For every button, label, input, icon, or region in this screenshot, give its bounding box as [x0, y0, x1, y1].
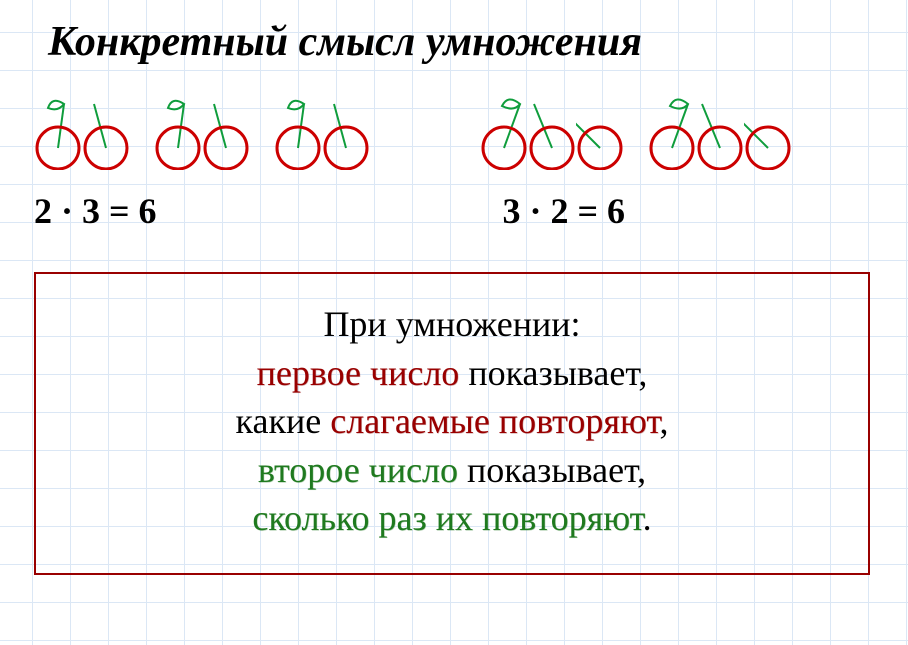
equation-left: 2 · 3 = 6 — [34, 190, 157, 232]
cherry-pair — [154, 90, 250, 170]
equation-row: 2 · 3 = 6 3 · 2 = 6 — [30, 190, 878, 232]
cherry-triple — [480, 90, 624, 170]
rule-line: второе число показывает, — [56, 446, 848, 495]
rule-box: При умножении: первое число показывает, … — [34, 272, 870, 575]
cherry-icon — [696, 90, 744, 170]
rule-text: показывает, — [458, 450, 646, 490]
slide-content: Конкретный смысл умножения — [0, 0, 908, 595]
cherry-icon — [576, 90, 624, 170]
rule-accent: второе число — [258, 450, 458, 490]
rule-text: . — [643, 498, 652, 538]
cherry-icon — [82, 90, 130, 170]
rule-line: При умножении: — [56, 300, 848, 349]
cherry-triple — [648, 90, 792, 170]
rule-accent: сколько раз их повторяют — [252, 498, 642, 538]
cherry-icon — [528, 90, 576, 170]
cherry-icon — [202, 90, 250, 170]
cherry-icon — [322, 90, 370, 170]
rule-line: какие слагаемые повторяют, — [56, 397, 848, 446]
cherry-icon — [744, 90, 792, 170]
rule-line: первое число показывает, — [56, 349, 848, 398]
cherry-pair — [34, 90, 130, 170]
cherry-icon — [154, 90, 202, 170]
cherry-icon — [274, 90, 322, 170]
rule-text: показывает, — [459, 353, 647, 393]
cherry-pair — [274, 90, 370, 170]
cherry-icon — [34, 90, 82, 170]
rule-text: , — [659, 401, 668, 441]
rule-accent: слагаемые повторяют — [330, 401, 659, 441]
rule-line: сколько раз их повторяют. — [56, 494, 848, 543]
page-title: Конкретный смысл умножения — [48, 18, 878, 66]
cherry-icon — [648, 90, 696, 170]
rule-text: какие — [236, 401, 331, 441]
rule-accent: первое число — [257, 353, 460, 393]
cherry-illustration-row — [30, 90, 878, 170]
cherry-icon — [480, 90, 528, 170]
equation-right: 3 · 2 = 6 — [503, 190, 626, 232]
